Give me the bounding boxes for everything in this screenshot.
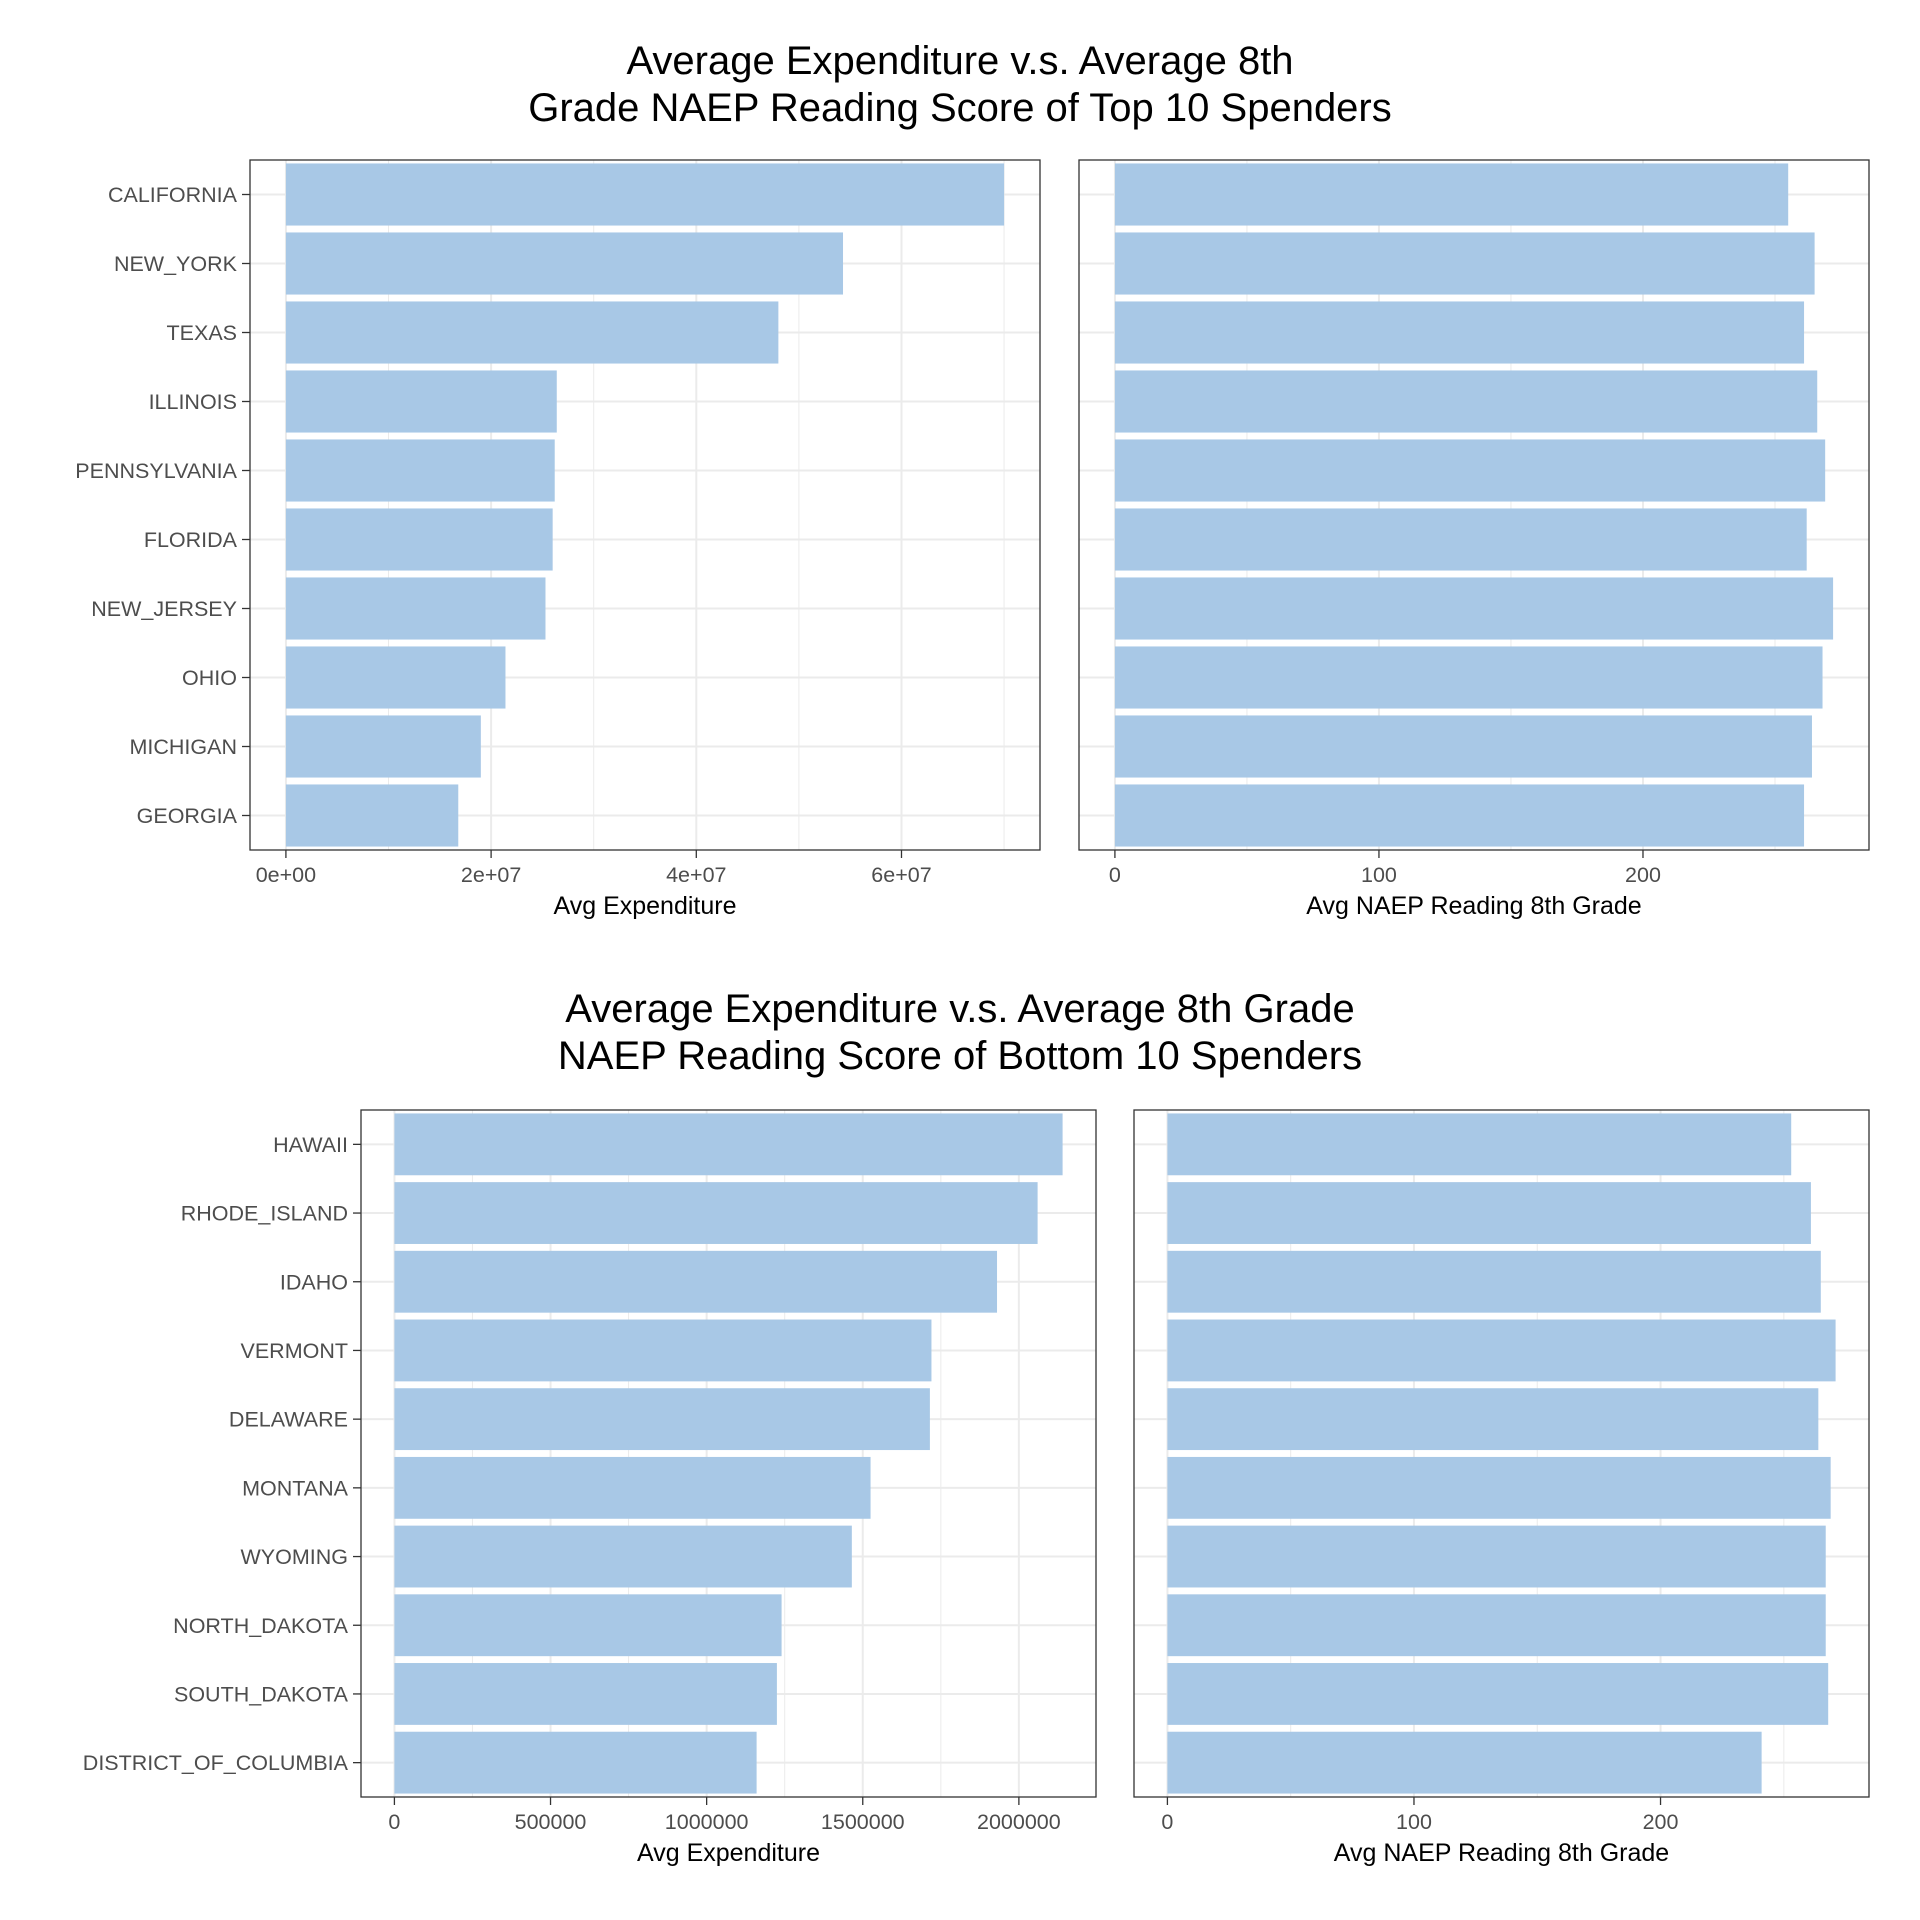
bar-georgia bbox=[1114, 784, 1805, 847]
x-tick-label: 1000000 bbox=[665, 1810, 749, 1834]
category-label: RHODE_ISLAND bbox=[181, 1202, 348, 1226]
bar-pennsylvania bbox=[1114, 439, 1826, 502]
bar-hawaii bbox=[1167, 1113, 1792, 1176]
bottom-title-line-2: NAEP Reading Score of Bottom 10 Spenders bbox=[558, 1034, 1362, 1078]
bar-texas bbox=[1114, 301, 1805, 364]
bar-florida bbox=[285, 508, 553, 571]
bar-georgia bbox=[285, 784, 459, 847]
bar-montana bbox=[1167, 1456, 1831, 1519]
bottom-title-line-1: Average Expenditure v.s. Average 8th Gra… bbox=[565, 987, 1354, 1031]
category-label: MONTANA bbox=[242, 1476, 349, 1500]
category-label: OHIO bbox=[182, 666, 237, 690]
category-label: CALIFORNIA bbox=[108, 183, 238, 207]
bar-district-of-columbia bbox=[1167, 1731, 1762, 1794]
x-tick-label: 100 bbox=[1361, 863, 1397, 887]
bar-florida bbox=[1114, 508, 1807, 571]
bar-vermont bbox=[394, 1319, 932, 1382]
x-tick-label: 2e+07 bbox=[461, 863, 521, 887]
bar-rhode-island bbox=[1167, 1182, 1811, 1244]
x-tick-label: 0e+00 bbox=[256, 863, 316, 887]
top-figure-title: Average Expenditure v.s. Average 8th Gra… bbox=[528, 39, 1392, 130]
category-label: PENNSYLVANIA bbox=[75, 459, 237, 483]
bar-wyoming bbox=[1167, 1525, 1826, 1588]
bar-new-york bbox=[1114, 232, 1815, 295]
category-label: ILLINOIS bbox=[149, 390, 237, 414]
category-label: NEW_YORK bbox=[114, 252, 238, 276]
bar-idaho bbox=[1167, 1250, 1821, 1313]
bar-new-york bbox=[285, 232, 844, 295]
bar-north-dakota bbox=[394, 1594, 782, 1657]
x-tick-label: 6e+07 bbox=[871, 863, 931, 887]
x-tick-label: 2000000 bbox=[977, 1810, 1061, 1834]
bar-hawaii bbox=[394, 1113, 1063, 1176]
x-axis-title: Avg Expenditure bbox=[554, 892, 737, 920]
bar-texas bbox=[285, 301, 779, 364]
category-label: HAWAII bbox=[273, 1133, 348, 1157]
x-tick-label: 1500000 bbox=[821, 1810, 905, 1834]
bottom-expenditure-panel: HAWAII RHODE_ISLAND IDAHO VERMONT DELAWARE MO… bbox=[83, 1109, 1097, 1867]
top-expenditure-panel: CALIFORNIA NEW_YORK TEXAS ILLINOIS PENNSYLVA… bbox=[75, 159, 1041, 920]
x-tick-label: 100 bbox=[1396, 1810, 1432, 1834]
category-label: WYOMING bbox=[241, 1545, 349, 1569]
bar-illinois bbox=[285, 370, 557, 433]
bar-montana bbox=[394, 1456, 871, 1519]
category-label: TEXAS bbox=[167, 321, 238, 345]
bar-illinois bbox=[1114, 370, 1818, 433]
category-label: MICHIGAN bbox=[130, 735, 238, 759]
category-label: DISTRICT_OF_COLUMBIA bbox=[83, 1751, 349, 1775]
bar-california bbox=[1114, 163, 1789, 226]
category-label: DELAWARE bbox=[229, 1408, 348, 1432]
top-naep-panel: 0 100 200 Avg NAEP Reading 8th Grade bbox=[1078, 159, 1870, 920]
category-label: FLORIDA bbox=[144, 528, 238, 552]
bar-new-jersey bbox=[1114, 577, 1834, 640]
bar-delaware bbox=[394, 1388, 930, 1451]
category-label: NORTH_DAKOTA bbox=[173, 1614, 348, 1638]
x-axis-title: Avg Expenditure bbox=[637, 1839, 820, 1867]
bottom-figure-title: Average Expenditure v.s. Average 8th Gra… bbox=[558, 987, 1362, 1078]
bar-new-jersey bbox=[285, 577, 546, 640]
bar-district-of-columbia bbox=[394, 1731, 757, 1794]
x-tick-label: 0 bbox=[1161, 1810, 1173, 1834]
panel-border bbox=[360, 1109, 1097, 1798]
bar-delaware bbox=[1167, 1388, 1819, 1451]
bar-california bbox=[285, 163, 1005, 226]
bar-michigan bbox=[285, 715, 481, 778]
x-tick-label: 0 bbox=[1109, 863, 1121, 887]
bar-vermont bbox=[1167, 1319, 1836, 1382]
bar-rhode-island bbox=[394, 1182, 1038, 1244]
panel-border bbox=[1133, 1109, 1870, 1798]
bottom-naep-panel: 0 100 200 Avg NAEP Reading 8th Grade bbox=[1133, 1109, 1870, 1867]
category-label: IDAHO bbox=[280, 1270, 348, 1294]
top-title-line-2: Grade NAEP Reading Score of Top 10 Spend… bbox=[528, 86, 1392, 130]
bar-ohio bbox=[1114, 646, 1823, 709]
category-label: SOUTH_DAKOTA bbox=[174, 1682, 349, 1706]
bar-south-dakota bbox=[1167, 1663, 1829, 1725]
bar-wyoming bbox=[394, 1525, 852, 1588]
x-tick-label: 200 bbox=[1625, 863, 1661, 887]
x-axis-title: Avg NAEP Reading 8th Grade bbox=[1306, 892, 1641, 920]
category-label: VERMONT bbox=[241, 1339, 349, 1363]
bar-ohio bbox=[285, 646, 506, 709]
x-tick-label: 200 bbox=[1643, 1810, 1679, 1834]
bar-idaho bbox=[394, 1250, 998, 1313]
panel-border bbox=[1078, 159, 1870, 851]
category-label: GEORGIA bbox=[137, 804, 238, 828]
top-title-line-1: Average Expenditure v.s. Average 8th bbox=[626, 39, 1293, 83]
x-axis-title: Avg NAEP Reading 8th Grade bbox=[1334, 1839, 1669, 1867]
panel-border bbox=[249, 159, 1041, 851]
x-tick-label: 500000 bbox=[515, 1810, 587, 1834]
bar-pennsylvania bbox=[285, 439, 555, 502]
bar-north-dakota bbox=[1167, 1594, 1826, 1657]
x-tick-label: 0 bbox=[388, 1810, 400, 1834]
bar-south-dakota bbox=[394, 1663, 777, 1725]
category-label: NEW_JERSEY bbox=[91, 597, 237, 621]
x-tick-label: 4e+07 bbox=[666, 863, 726, 887]
bar-michigan bbox=[1114, 715, 1812, 778]
